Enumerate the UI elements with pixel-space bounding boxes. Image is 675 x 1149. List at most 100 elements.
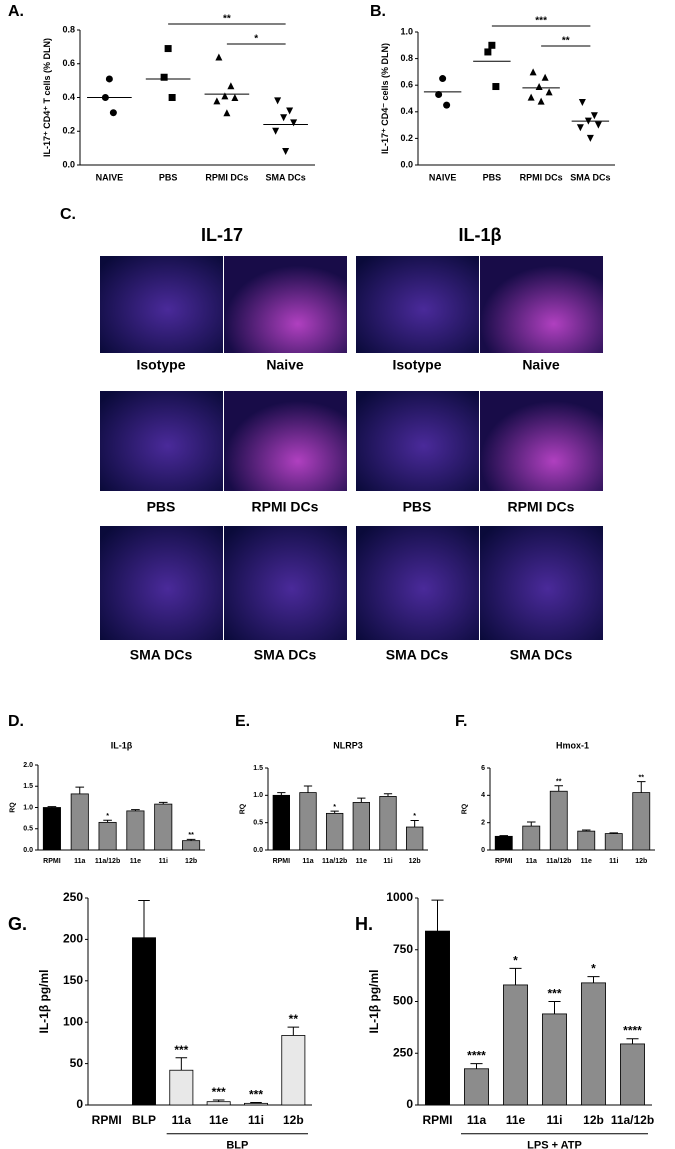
error-bar [75,786,85,794]
error-bar [609,832,619,834]
micrograph-caption: RPMI DCs [252,499,319,515]
y-tick-label: 0 [406,1097,413,1111]
y-tick-label: 250 [393,1045,413,1059]
y-tick-label: 0.4 [400,106,413,116]
micrograph [480,391,603,491]
micrograph [224,391,347,491]
y-axis-label: RQ [10,802,17,813]
x-tick-label: 11i [546,1113,562,1127]
y-tick-label: 1.0 [23,804,33,811]
chart-title: Hmox-1 [556,740,589,750]
data-point [527,93,535,101]
bar [281,1035,306,1106]
micrograph-caption: PBS [403,499,432,515]
bar [352,802,371,851]
y-tick-label: 0.4 [62,92,75,102]
data-point [578,98,586,106]
y-tick-label: 0.0 [253,847,263,854]
y-tick-label: 0.8 [62,24,75,34]
y-axis-label: IL-1β pg/ml [367,970,381,1034]
micrograph-caption: SMA DCs [510,647,573,663]
error-bar [250,1102,262,1104]
data-point [221,92,229,100]
micrograph-caption: RPMI DCs [508,499,575,515]
bar [379,796,397,851]
significance-label: * [513,953,518,967]
error-bar [303,785,313,793]
significance-label: ** [556,778,562,785]
micrograph [100,526,223,640]
x-tick-label: RPMI [273,858,291,865]
x-tick-label: 11a/12b [611,1113,654,1127]
significance-label: *** [547,986,561,1000]
y-tick-label: 200 [63,932,83,946]
x-tick-label: 12b [185,858,197,865]
error-bar [581,829,591,832]
x-tick-label: SMA DCs [570,172,610,182]
error-bar [554,785,564,792]
y-tick-label: 0 [76,1097,83,1111]
micrograph [224,526,347,640]
error-bar [47,806,57,808]
y-tick-label: 2.0 [23,762,33,769]
y-tick-label: 0.2 [62,126,75,136]
x-tick-label: 11e [130,858,141,865]
bar [632,792,651,851]
micrograph-caption: SMA DCs [254,647,317,663]
data-point [537,97,545,105]
bar [549,790,568,851]
x-tick-label: 12b [409,858,421,865]
bar [522,825,541,851]
micrograph-caption: Isotype [392,357,441,373]
x-tick-label: RPMI [92,1113,122,1127]
panel-label: E. [235,713,250,730]
x-tick-label: RPMI DCs [205,172,248,182]
column-header: IL-17 [201,225,243,245]
significance-label: *** [212,1085,226,1099]
bar [70,793,89,851]
bar [577,830,596,851]
significance-label: ** [562,36,570,47]
micrograph [480,526,603,640]
micrograph-caption: Naive [266,357,304,373]
x-tick-label: RPMI [495,858,513,865]
data-point [223,109,231,117]
x-tick-label: 11i [609,858,618,865]
data-point [439,75,447,83]
micrograph [356,256,479,353]
significance-label: **** [467,1049,486,1063]
error-bar [357,797,366,803]
x-tick-label: RPMI [43,858,61,865]
error-bar [636,781,646,793]
significance-label: * [254,34,258,45]
x-tick-label: 12b [583,1113,604,1127]
micrograph [480,256,603,353]
y-tick-label: 2 [481,820,485,827]
y-tick-label: 750 [393,942,413,956]
y-tick-label: 4 [481,792,485,799]
data-point [272,127,280,135]
micrograph-caption: Isotype [136,357,185,373]
data-point [541,73,549,81]
data-point [286,107,294,115]
data-point [594,121,602,129]
data-point [109,109,117,117]
group-label: BLP [226,1140,248,1149]
y-tick-label: 0.0 [400,159,413,169]
micrograph [356,526,479,640]
error-bar [548,1001,561,1014]
data-point [164,45,172,53]
x-tick-label: 11a [302,858,313,865]
micrograph [356,391,479,491]
y-tick-label: 0.0 [62,159,75,169]
panel-label: G. [8,914,27,934]
bar [169,1069,194,1106]
x-tick-label: 11i [248,1113,264,1127]
data-point [105,75,113,83]
y-tick-label: 0.5 [23,826,33,833]
micrograph-caption: SMA DCs [386,647,449,663]
column-header: IL-1β [459,225,502,245]
data-point [443,101,451,109]
error-bar [626,1038,639,1044]
bar [325,812,344,851]
